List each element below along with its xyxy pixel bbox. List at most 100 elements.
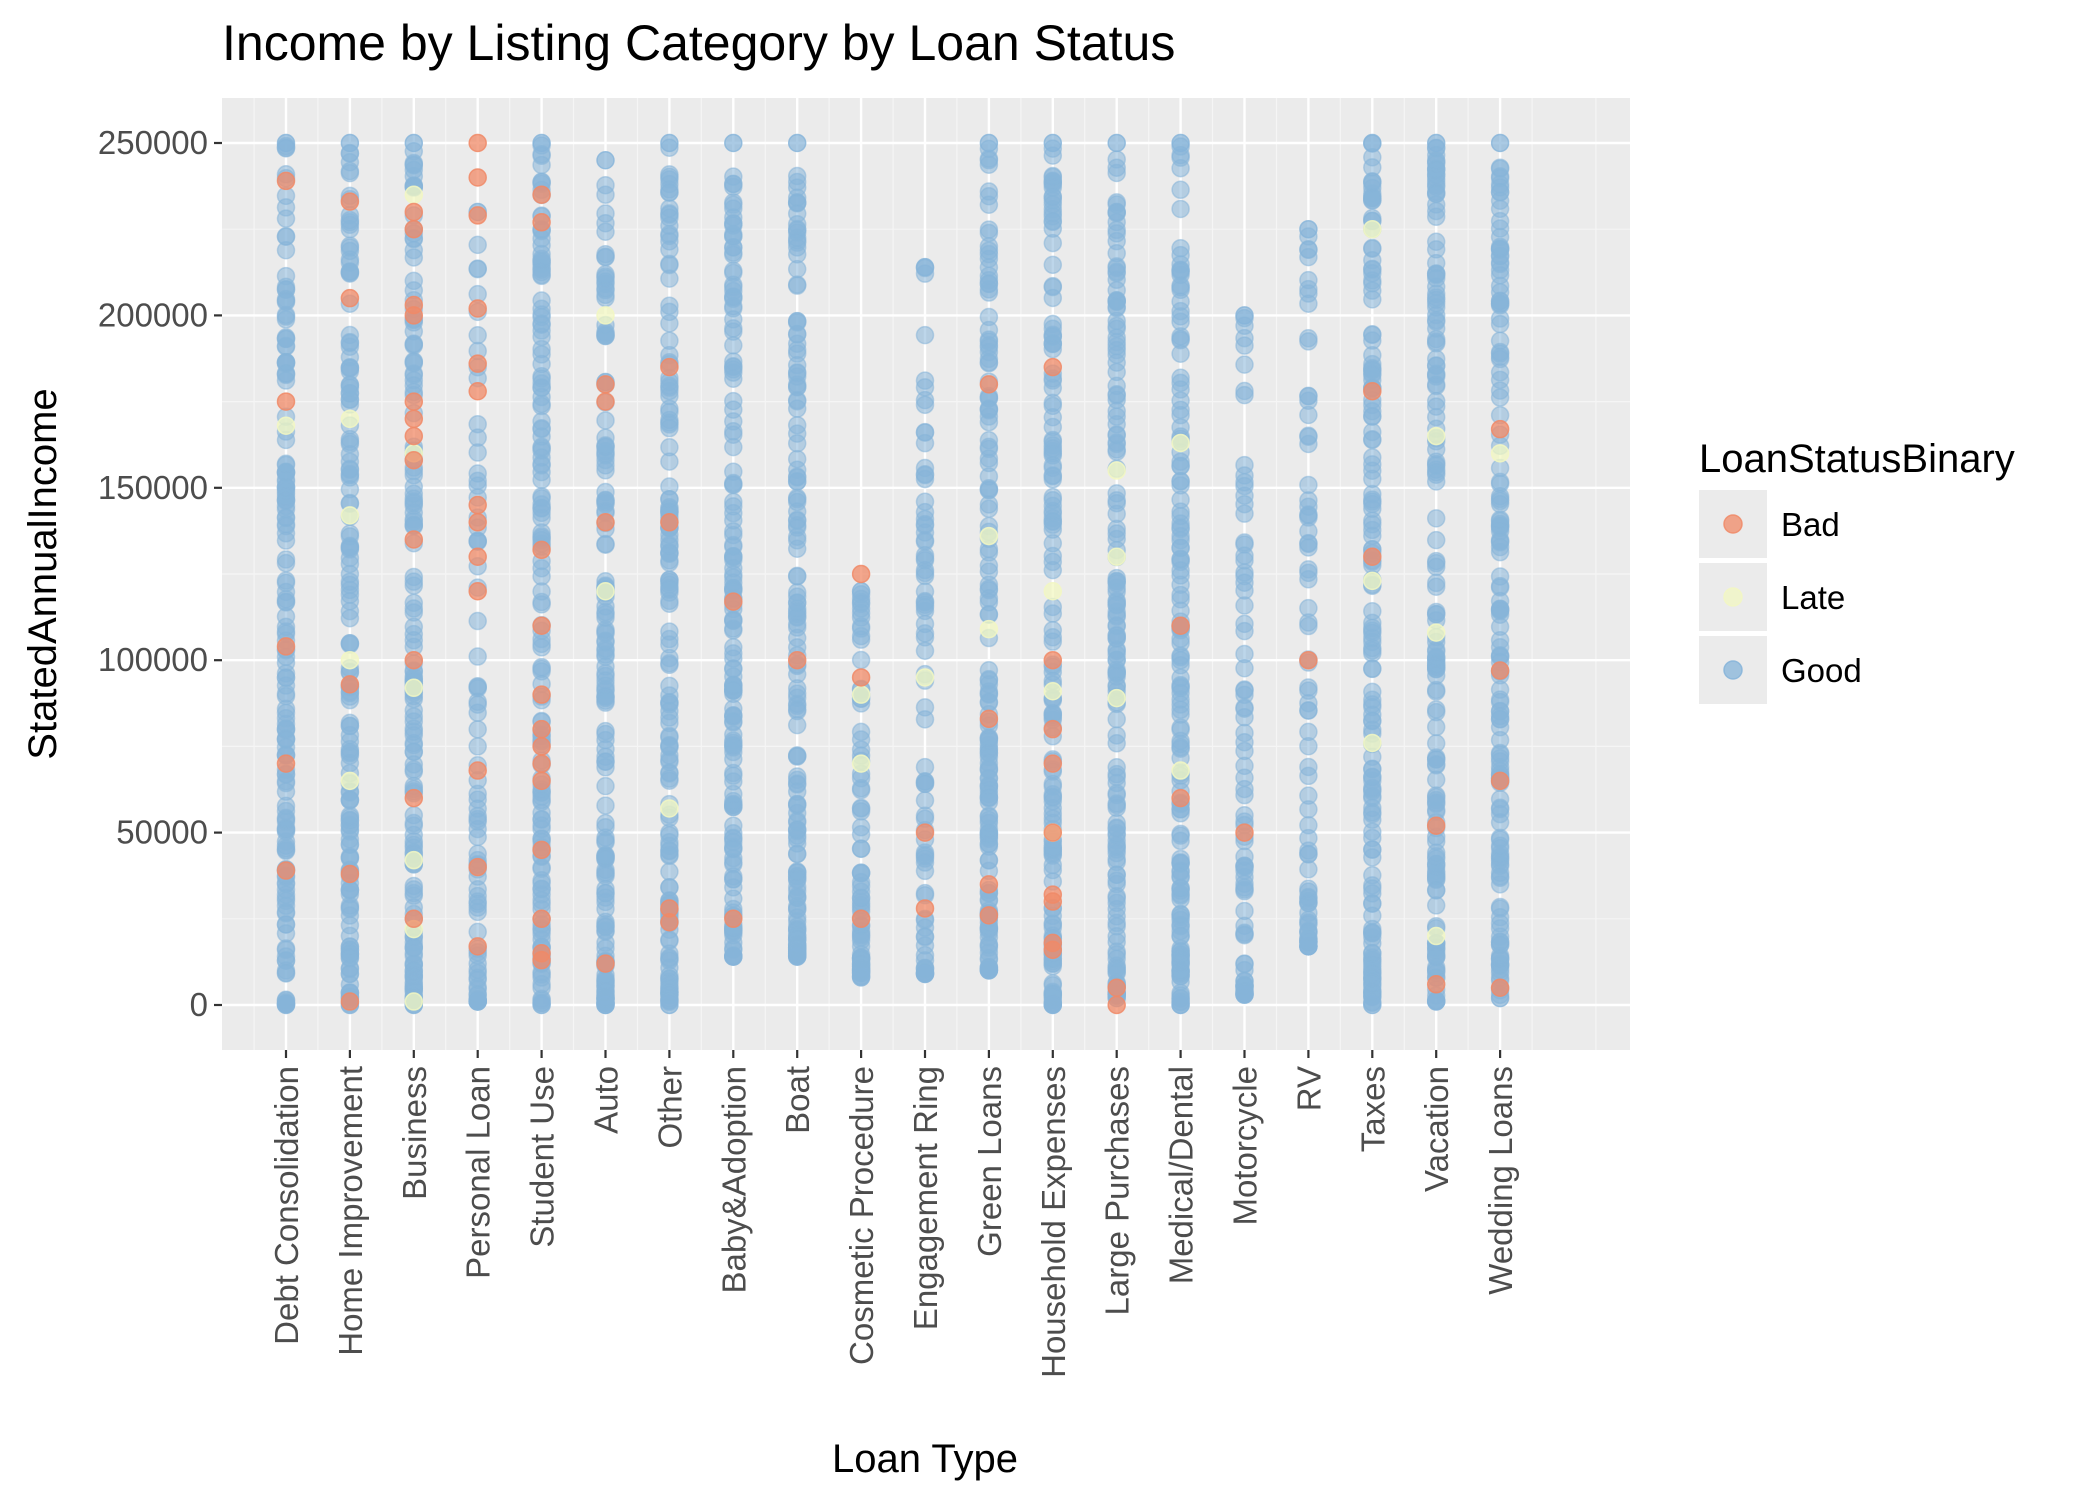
point-good [787, 821, 807, 841]
point-good [979, 961, 999, 980]
point-good [1426, 992, 1446, 1011]
point-good [1107, 734, 1126, 753]
point-good [1299, 386, 1318, 406]
point-good [1235, 533, 1254, 552]
point-good [1107, 907, 1126, 926]
legend-swatch-bad [1723, 514, 1743, 534]
point-good [1363, 448, 1382, 467]
point-late [1363, 571, 1382, 591]
point-bad [340, 192, 360, 211]
point-good [979, 592, 999, 612]
x-tick-label: Green Loans [971, 1066, 1008, 1257]
x-tick-label: Business [396, 1066, 433, 1200]
point-bad [1490, 771, 1510, 791]
point-good [660, 995, 679, 1015]
point-bad [404, 409, 424, 429]
point-good [1363, 174, 1382, 193]
point-good [532, 419, 551, 439]
point-good [1171, 330, 1190, 350]
point-good [724, 133, 743, 153]
series-bad [276, 133, 1510, 1015]
legend-label-bad: Bad [1781, 506, 1840, 543]
point-bad [468, 299, 487, 318]
point-good [724, 644, 743, 663]
point-good [1171, 199, 1190, 219]
legend: LoanStatusBinary Bad Late Good [1699, 437, 2015, 704]
point-good [276, 737, 296, 757]
point-good [1107, 667, 1126, 686]
point-good [1426, 680, 1446, 700]
point-good [404, 972, 424, 992]
point-good [468, 812, 487, 831]
point-good [787, 518, 807, 537]
point-good [787, 355, 807, 375]
point-bad [724, 592, 743, 611]
point-good [915, 563, 935, 583]
point-late [1171, 761, 1190, 780]
point-good [1043, 133, 1063, 153]
point-good [1107, 220, 1126, 240]
point-good [468, 325, 487, 345]
point-good [1235, 621, 1254, 641]
point-good [1426, 463, 1446, 482]
point-good [1363, 955, 1382, 974]
point-good [276, 801, 296, 821]
point-good [724, 245, 743, 264]
point-late [404, 185, 424, 204]
x-tick-label: RV [1290, 1066, 1327, 1111]
point-good [1043, 546, 1063, 566]
x-tick-label: Other [651, 1066, 688, 1149]
point-good [1107, 794, 1126, 813]
point-good [1043, 456, 1063, 475]
point-good [1043, 277, 1063, 297]
point-late [340, 409, 360, 429]
point-bad [468, 133, 487, 153]
point-bad [1426, 975, 1446, 994]
point-good [1043, 860, 1063, 880]
point-good [276, 839, 296, 858]
point-good [340, 811, 360, 830]
point-good [724, 676, 743, 696]
point-good [1043, 166, 1063, 186]
legend-label-good: Good [1781, 652, 1862, 689]
point-good [915, 774, 935, 793]
point-bad [851, 668, 871, 687]
y-axis: 0 50000 100000 150000 200000 250000 [98, 124, 222, 1023]
point-late [404, 992, 424, 1011]
point-late [1426, 426, 1446, 446]
point-good [404, 133, 424, 153]
point-good [1171, 585, 1190, 605]
point-good [468, 720, 487, 739]
point-good [1171, 245, 1190, 265]
point-bad [468, 547, 487, 567]
point-good [787, 602, 807, 621]
point-good [1299, 701, 1318, 720]
point-good [1043, 408, 1063, 427]
point-good [532, 662, 551, 681]
point-good [1363, 133, 1382, 153]
point-late [979, 526, 999, 546]
point-good [340, 947, 360, 967]
point-good [915, 710, 935, 729]
point-good [1363, 422, 1382, 442]
point-good [1490, 630, 1510, 650]
point-good [596, 848, 615, 867]
point-late [1107, 547, 1126, 567]
point-good [979, 675, 999, 694]
point-good [660, 841, 679, 860]
point-late [915, 668, 935, 687]
point-good [979, 241, 999, 260]
point-good [979, 220, 999, 239]
point-bad [276, 637, 296, 656]
point-late [1490, 444, 1510, 463]
point-good [276, 709, 296, 728]
point-good [1299, 828, 1318, 848]
point-good [1490, 182, 1510, 202]
point-good [1235, 385, 1254, 405]
point-good [1235, 954, 1254, 973]
point-bad [1043, 892, 1063, 911]
point-good [276, 947, 296, 966]
point-good [787, 492, 807, 512]
point-good [660, 302, 679, 322]
